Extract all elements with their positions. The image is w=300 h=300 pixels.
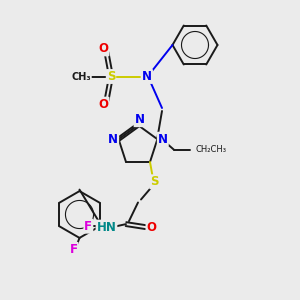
Text: O: O <box>98 98 109 111</box>
Text: O: O <box>98 42 109 56</box>
Text: O: O <box>146 220 157 234</box>
Text: F: F <box>70 243 77 256</box>
Text: N: N <box>134 113 145 126</box>
Text: N: N <box>158 133 168 146</box>
Text: N: N <box>142 70 152 83</box>
Text: S: S <box>107 70 115 83</box>
Text: N: N <box>108 133 118 146</box>
Text: CH₃: CH₃ <box>71 71 91 82</box>
Text: HN: HN <box>97 220 116 234</box>
Text: F: F <box>84 220 92 233</box>
Text: S: S <box>150 175 159 188</box>
Text: CH₂CH₃: CH₂CH₃ <box>196 145 227 154</box>
